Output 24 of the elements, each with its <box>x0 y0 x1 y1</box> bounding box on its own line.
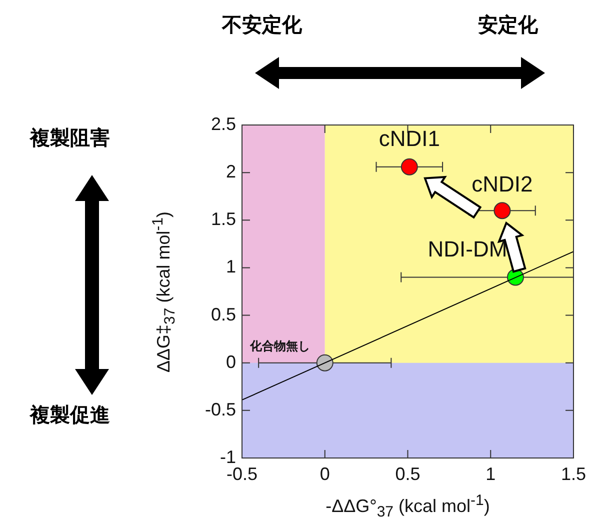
y-tick-label: 2.5 <box>210 114 236 134</box>
text: 不安定化 <box>222 12 302 38</box>
text: 安定化 <box>478 12 538 38</box>
annotation: cNDI1 <box>378 126 440 151</box>
annotation: 化合物無し <box>248 338 310 353</box>
x-tick-label: 1.5 <box>560 464 586 484</box>
text: 複製促進 <box>30 402 110 428</box>
y-tick-label: -0.5 <box>204 399 236 420</box>
y-tick-label: 1.5 <box>210 209 236 230</box>
y-tick-label: 2 <box>226 162 236 182</box>
y-tick-label: 1 <box>226 256 236 277</box>
x-axis-title: -ΔΔG°$_{37}$ (kcal mol$^{-1}$) <box>326 492 490 521</box>
y-tick-label: -1 <box>220 446 236 467</box>
y-tick-label: 0.5 <box>210 304 236 324</box>
point <box>316 354 334 372</box>
x-tick-label: 1 <box>486 464 496 484</box>
y-tick-label: 0 <box>226 352 236 372</box>
x-tick-label: 0.5 <box>395 464 420 484</box>
point <box>494 202 511 220</box>
annotation: NDI-DM <box>428 236 508 262</box>
annotation: cNDI2 <box>472 172 533 197</box>
text: 複製阻害 <box>30 124 110 152</box>
point <box>400 158 418 176</box>
x-tick-label: 0 <box>320 464 330 484</box>
